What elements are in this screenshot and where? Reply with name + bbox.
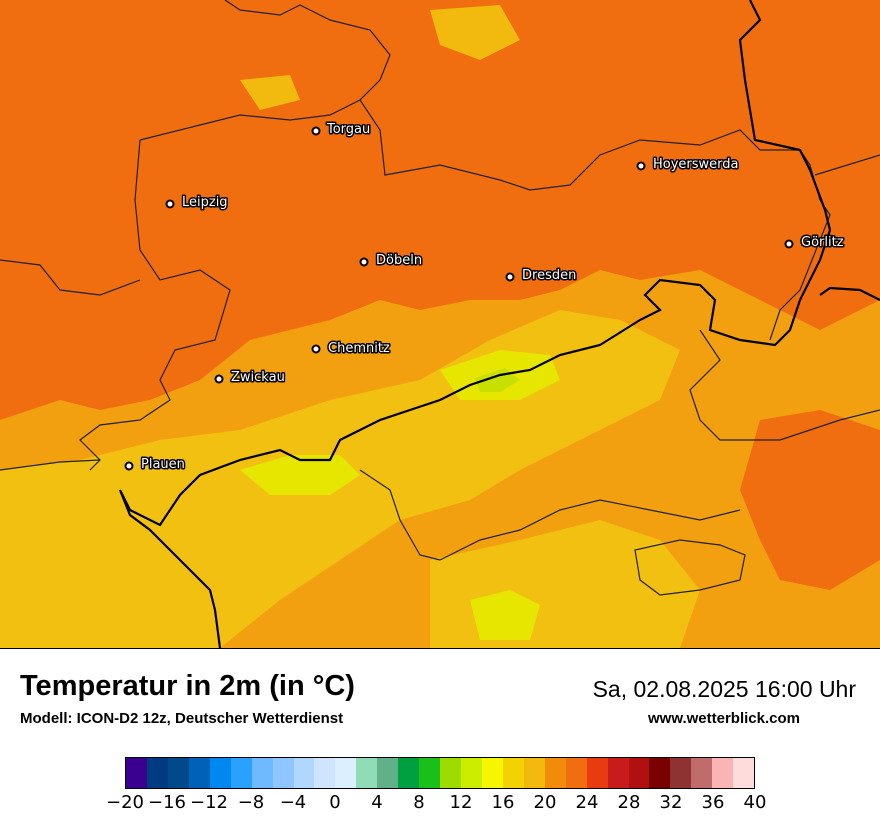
legend-tick-label: −16	[148, 792, 186, 813]
legend-tick-label: −4	[279, 792, 307, 813]
legend-tick-label: 40	[743, 792, 767, 813]
city-label: Dresden	[522, 268, 576, 283]
city-label: Zwickau	[231, 370, 285, 385]
legend-swatch	[544, 758, 566, 788]
legend-swatch	[335, 758, 357, 788]
city-label: Plauen	[141, 457, 185, 472]
legend-swatch	[565, 758, 587, 788]
legend-swatch	[607, 758, 629, 788]
legend-swatch	[293, 758, 315, 788]
legend-tick-label: 16	[491, 792, 515, 813]
city-label: Görlitz	[801, 235, 844, 250]
legend-swatch	[272, 758, 294, 788]
city-hoyerswerda: Hoyerswerda	[636, 156, 740, 174]
legend-tick-label: −20	[106, 792, 144, 813]
legend-swatch	[167, 758, 189, 788]
city-marker	[784, 239, 794, 249]
city-marker	[165, 199, 175, 209]
color-legend	[125, 757, 755, 789]
legend-swatch	[733, 758, 755, 788]
city-goerlitz: Görlitz	[784, 234, 845, 252]
legend-swatch	[649, 758, 671, 788]
city-marker	[214, 374, 224, 384]
legend-swatch	[461, 758, 482, 788]
warm-zone-east	[740, 410, 880, 590]
legend-swatch	[314, 758, 336, 788]
city-marker	[505, 272, 515, 282]
legend-tick-label: 12	[449, 792, 473, 813]
state-borders	[0, 0, 880, 596]
legend-tick-label: 20	[533, 792, 557, 813]
city-leipzig: Leipzig	[165, 194, 229, 212]
legend-swatch	[523, 758, 545, 788]
city-marker	[636, 161, 646, 171]
city-label: Chemnitz	[328, 341, 390, 356]
map-canvas: Torgau Hoyerswerda Leipzig Görlitz Döbel…	[0, 0, 880, 649]
city-marker	[359, 257, 369, 267]
city-dresden: Dresden	[505, 267, 578, 285]
legend-swatch	[230, 758, 252, 788]
north-spot-2	[240, 75, 300, 110]
city-label: Torgau	[326, 122, 370, 137]
legend-swatch	[712, 758, 734, 788]
legend-tick-label: 4	[371, 792, 383, 813]
model-info: Modell: ICON-D2 12z, Deutscher Wetterdie…	[20, 710, 344, 727]
legend-tick-label: 24	[575, 792, 599, 813]
legend-swatch	[440, 758, 461, 788]
legend-swatch	[419, 758, 441, 788]
legend-swatch	[126, 758, 147, 788]
cool-spot-4	[470, 590, 540, 640]
legend-swatch	[691, 758, 713, 788]
temperature-map: Torgau Hoyerswerda Leipzig Görlitz Döbel…	[0, 0, 880, 649]
legend-tick-label: −8	[237, 792, 265, 813]
legend-tick-label: 32	[659, 792, 683, 813]
city-marker	[311, 344, 321, 354]
city-plauen: Plauen	[124, 456, 186, 474]
legend-swatch	[188, 758, 210, 788]
legend-swatch	[146, 758, 168, 788]
forecast-datetime: Sa, 02.08.2025 16:00 Uhr	[592, 676, 856, 702]
legend-swatch	[586, 758, 608, 788]
legend-tick-label: 28	[617, 792, 641, 813]
city-chemnitz: Chemnitz	[311, 340, 391, 358]
legend-swatch	[209, 758, 231, 788]
cool-spot-1	[240, 455, 360, 495]
legend-tick-label: 36	[701, 792, 725, 813]
legend-swatch	[481, 758, 503, 788]
city-marker	[124, 461, 134, 471]
city-doebeln: Döbeln	[359, 252, 424, 270]
legend-swatch	[251, 758, 273, 788]
country-border	[118, 0, 880, 649]
legend-ticks: −20 −16 −12 −8 −4 0 4 8 12 16 20 24 28 32 36 40	[106, 792, 766, 820]
legend-swatch	[377, 758, 399, 788]
city-zwickau: Zwickau	[214, 369, 286, 387]
city-label: Leipzig	[182, 195, 228, 210]
legend-swatch	[628, 758, 650, 788]
legend-swatch	[670, 758, 692, 788]
city-label: Döbeln	[376, 253, 422, 268]
city-torgau: Torgau	[311, 121, 372, 139]
legend-swatch	[398, 758, 420, 788]
legend-swatch	[502, 758, 524, 788]
website-label: www.wetterblick.com	[648, 710, 800, 727]
city-marker	[311, 126, 321, 136]
north-spot	[430, 5, 520, 60]
legend-swatch	[356, 758, 378, 788]
legend-tick-label: 0	[329, 792, 341, 813]
legend-tick-label: −12	[190, 792, 228, 813]
warm-zone	[0, 0, 880, 420]
legend-tick-label: 8	[413, 792, 425, 813]
map-title: Temperatur in 2m (in °C)	[20, 670, 355, 702]
city-label: Hoyerswerda	[653, 157, 739, 172]
